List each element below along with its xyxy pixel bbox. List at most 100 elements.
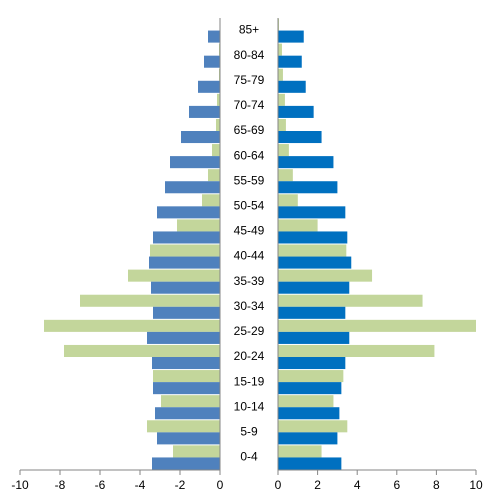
bar bbox=[278, 194, 298, 207]
x-tick-label: 4 bbox=[354, 478, 361, 492]
bar bbox=[278, 331, 350, 344]
bar bbox=[161, 395, 220, 408]
category-label: 55-59 bbox=[234, 173, 265, 187]
category-label: 30-34 bbox=[234, 299, 265, 313]
bar bbox=[278, 420, 348, 433]
x-tick-label: 10 bbox=[469, 478, 483, 492]
bar bbox=[155, 407, 220, 420]
category-label: 70-74 bbox=[234, 98, 265, 112]
bar bbox=[278, 93, 285, 106]
bar bbox=[204, 55, 220, 68]
bar bbox=[128, 269, 220, 282]
bar bbox=[278, 43, 282, 56]
category-label: 0-4 bbox=[240, 450, 258, 464]
bar bbox=[217, 93, 220, 106]
bar bbox=[278, 294, 423, 307]
bar bbox=[278, 30, 304, 43]
bar bbox=[278, 231, 348, 244]
bar bbox=[278, 432, 338, 445]
bar bbox=[278, 68, 283, 81]
bar bbox=[150, 244, 220, 257]
bar bbox=[212, 144, 220, 157]
category-label: 80-84 bbox=[234, 48, 265, 62]
category-label: 15-19 bbox=[234, 374, 265, 388]
bar bbox=[278, 457, 342, 470]
category-label: 5-9 bbox=[240, 425, 258, 439]
bar bbox=[153, 382, 220, 395]
bar bbox=[147, 331, 220, 344]
x-tick-label: 8 bbox=[433, 478, 440, 492]
category-label: 45-49 bbox=[234, 224, 265, 238]
bar bbox=[208, 30, 220, 43]
bar bbox=[153, 370, 220, 383]
category-label: 25-29 bbox=[234, 324, 265, 338]
x-tick-label: 6 bbox=[393, 478, 400, 492]
bar bbox=[165, 181, 220, 194]
bar bbox=[149, 256, 220, 269]
bar bbox=[202, 194, 220, 207]
bar bbox=[278, 306, 346, 319]
bar bbox=[278, 357, 346, 370]
bar bbox=[278, 105, 314, 118]
bar bbox=[278, 80, 306, 93]
bar bbox=[44, 319, 220, 332]
x-tick-label: 0 bbox=[217, 478, 224, 492]
bar bbox=[278, 382, 342, 395]
bar bbox=[153, 306, 220, 319]
bar bbox=[278, 118, 286, 131]
category-label: 75-79 bbox=[234, 73, 265, 87]
bar bbox=[278, 395, 334, 408]
category-label: 60-64 bbox=[234, 148, 265, 162]
bar bbox=[278, 169, 293, 182]
bar bbox=[198, 80, 220, 93]
x-tick-label: -4 bbox=[135, 478, 146, 492]
x-tick-label: 0 bbox=[275, 478, 282, 492]
bar bbox=[278, 344, 435, 357]
bar bbox=[152, 457, 220, 470]
category-label: 65-69 bbox=[234, 123, 265, 137]
bar bbox=[208, 169, 220, 182]
bar bbox=[157, 206, 220, 219]
bar bbox=[152, 357, 220, 370]
bar bbox=[216, 118, 220, 131]
category-label: 85+ bbox=[239, 23, 259, 37]
bar bbox=[278, 244, 347, 257]
bar bbox=[151, 281, 220, 294]
bar bbox=[278, 269, 373, 282]
bar bbox=[278, 144, 289, 157]
category-label: 20-24 bbox=[234, 349, 265, 363]
bar bbox=[278, 319, 476, 332]
bar bbox=[278, 131, 322, 144]
x-tick-label: 2 bbox=[314, 478, 321, 492]
bar bbox=[80, 294, 220, 307]
bar bbox=[278, 55, 302, 68]
bar bbox=[278, 181, 338, 194]
bar bbox=[278, 445, 322, 458]
bar bbox=[153, 231, 220, 244]
bar bbox=[173, 445, 220, 458]
bar bbox=[278, 256, 352, 269]
bar bbox=[189, 105, 220, 118]
category-label: 50-54 bbox=[234, 199, 265, 213]
category-label: 10-14 bbox=[234, 399, 265, 413]
bar bbox=[157, 432, 220, 445]
bar bbox=[278, 156, 334, 169]
bar bbox=[278, 407, 340, 420]
bar bbox=[278, 219, 318, 232]
bar bbox=[278, 281, 350, 294]
x-tick-label: -10 bbox=[11, 478, 29, 492]
bar bbox=[64, 344, 220, 357]
bar bbox=[147, 420, 220, 433]
category-label: 40-44 bbox=[234, 249, 265, 263]
x-tick-label: -2 bbox=[175, 478, 186, 492]
x-tick-label: -6 bbox=[95, 478, 106, 492]
category-label: 35-39 bbox=[234, 274, 265, 288]
x-tick-label: -8 bbox=[55, 478, 66, 492]
bar bbox=[177, 219, 220, 232]
bar bbox=[170, 156, 220, 169]
bar bbox=[278, 206, 346, 219]
bar bbox=[181, 131, 220, 144]
bar bbox=[278, 370, 344, 383]
